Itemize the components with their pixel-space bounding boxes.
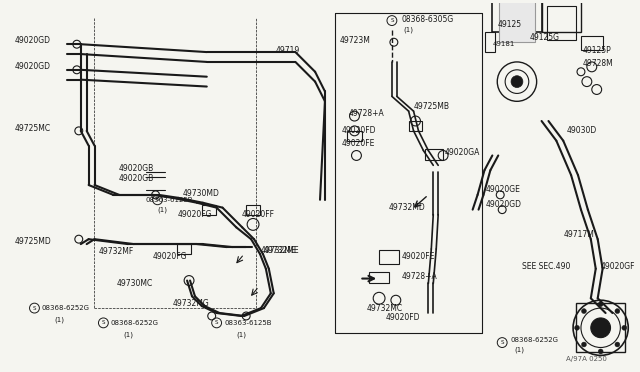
Text: 49732MD: 49732MD bbox=[389, 203, 426, 212]
Bar bbox=[581, 36, 603, 50]
Text: 08368-6252G: 08368-6252G bbox=[510, 337, 558, 343]
Text: 49732ME: 49732ME bbox=[261, 247, 296, 256]
Bar bbox=[246, 205, 260, 215]
Text: (1): (1) bbox=[404, 26, 413, 33]
Bar bbox=[347, 131, 362, 141]
Text: 49020FG: 49020FG bbox=[152, 252, 187, 262]
Bar bbox=[547, 6, 576, 40]
Text: 08368-6305G: 08368-6305G bbox=[402, 15, 454, 24]
Text: 49728+A: 49728+A bbox=[402, 272, 438, 281]
Text: 49181: 49181 bbox=[492, 41, 515, 47]
Text: 49030D: 49030D bbox=[566, 126, 596, 135]
Text: S: S bbox=[102, 320, 105, 326]
Circle shape bbox=[615, 342, 620, 347]
Text: 49125P: 49125P bbox=[583, 46, 612, 55]
Text: S: S bbox=[33, 306, 36, 311]
Text: 49732MC: 49732MC bbox=[366, 304, 403, 312]
Text: (1): (1) bbox=[123, 331, 133, 338]
Text: S: S bbox=[390, 18, 394, 23]
Circle shape bbox=[615, 309, 620, 314]
Text: 49020GF: 49020GF bbox=[601, 262, 635, 271]
Text: 49732ME: 49732ME bbox=[264, 247, 300, 256]
Text: 49125: 49125 bbox=[497, 20, 522, 29]
Text: 49732MF: 49732MF bbox=[99, 247, 134, 256]
Text: 49020GA: 49020GA bbox=[445, 148, 481, 157]
Bar bbox=[492, 0, 541, 32]
Bar bbox=[499, 0, 534, 42]
Text: 49020FE: 49020FE bbox=[402, 252, 435, 262]
Bar bbox=[541, 0, 581, 32]
Text: 49020FF: 49020FF bbox=[241, 210, 275, 219]
Text: 49725MC: 49725MC bbox=[15, 124, 51, 134]
Bar bbox=[426, 148, 443, 160]
Text: 08368-6252G: 08368-6252G bbox=[42, 305, 90, 311]
Text: 49020FD: 49020FD bbox=[386, 314, 420, 323]
Text: 49717M: 49717M bbox=[563, 230, 594, 239]
Text: 49020GD: 49020GD bbox=[486, 200, 522, 209]
Circle shape bbox=[591, 318, 611, 338]
Text: 49020GE: 49020GE bbox=[486, 185, 520, 195]
Circle shape bbox=[598, 349, 603, 354]
Text: 49725MD: 49725MD bbox=[15, 237, 52, 246]
Circle shape bbox=[598, 302, 603, 307]
Bar bbox=[202, 205, 216, 215]
Text: 08363-6125B: 08363-6125B bbox=[225, 320, 272, 326]
Text: (1): (1) bbox=[157, 206, 168, 213]
Text: 49725MB: 49725MB bbox=[413, 102, 449, 111]
Text: 08368-6252G: 08368-6252G bbox=[110, 320, 158, 326]
Text: 49020GB: 49020GB bbox=[118, 164, 154, 173]
Bar bbox=[369, 272, 389, 283]
Text: S: S bbox=[500, 340, 504, 345]
Text: 49728M: 49728M bbox=[583, 60, 614, 68]
Bar bbox=[409, 121, 422, 131]
Text: 49728+A: 49728+A bbox=[349, 109, 385, 118]
Text: SEE SEC.490: SEE SEC.490 bbox=[522, 262, 570, 271]
Text: 49020FD: 49020FD bbox=[342, 126, 376, 135]
Circle shape bbox=[575, 326, 579, 330]
Text: A/97A 0250: A/97A 0250 bbox=[566, 356, 607, 362]
Text: 49730MD: 49730MD bbox=[182, 189, 219, 198]
Circle shape bbox=[582, 309, 586, 314]
Text: 49730MC: 49730MC bbox=[116, 279, 152, 288]
Text: 49732MG: 49732MG bbox=[172, 299, 209, 308]
Circle shape bbox=[622, 326, 627, 330]
Text: 49723M: 49723M bbox=[340, 36, 371, 45]
Text: 49020FG: 49020FG bbox=[177, 210, 212, 219]
Bar bbox=[486, 32, 495, 52]
Bar bbox=[576, 303, 625, 352]
Text: (1): (1) bbox=[514, 346, 524, 353]
Text: 49020GB: 49020GB bbox=[118, 174, 154, 183]
Text: 49020FE: 49020FE bbox=[342, 139, 375, 148]
Bar bbox=[177, 244, 191, 254]
Text: S: S bbox=[156, 197, 159, 202]
Text: (1): (1) bbox=[236, 331, 246, 338]
Text: 49020GD: 49020GD bbox=[15, 62, 51, 71]
Text: 49020GD: 49020GD bbox=[15, 36, 51, 45]
Text: 08363-6125B: 08363-6125B bbox=[146, 197, 193, 203]
Bar bbox=[379, 250, 399, 264]
Circle shape bbox=[582, 342, 586, 347]
Text: S: S bbox=[215, 320, 218, 326]
Text: 49125G: 49125G bbox=[530, 33, 560, 42]
Circle shape bbox=[511, 76, 523, 87]
Text: (1): (1) bbox=[54, 317, 64, 323]
Text: 49719: 49719 bbox=[276, 46, 300, 55]
